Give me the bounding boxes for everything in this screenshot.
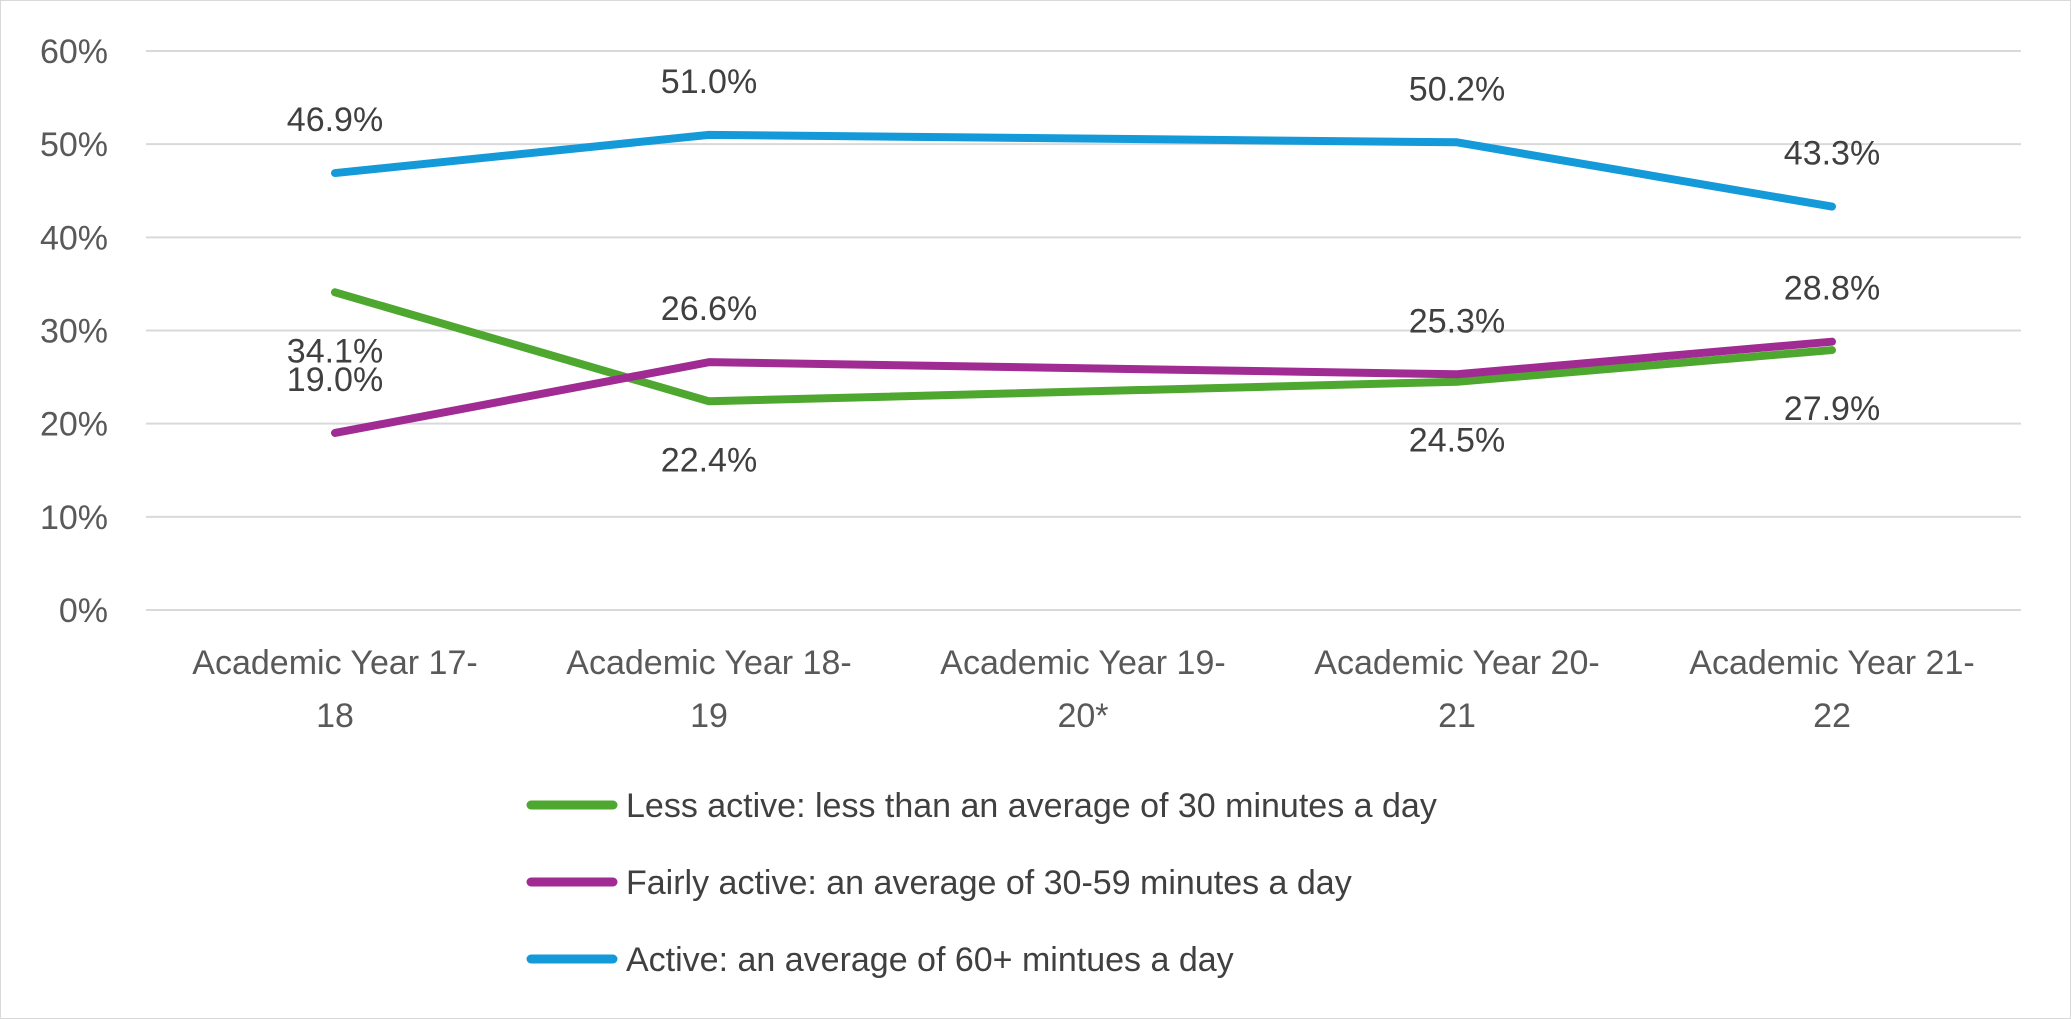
x-tick-label-line: 19 [690, 697, 728, 735]
x-tick-label: Academic Year 19- 20* [940, 644, 1225, 735]
data-labels: 34.1% 22.4% 24.5% 27.9% 19.0% 26.6% 25.3% 28.8%… [287, 63, 1880, 479]
x-tick-label: Academic Year 21- 22 [1689, 644, 1974, 735]
series-line-3 [331, 130, 1836, 211]
x-tick-label-line: 20* [1057, 697, 1108, 735]
legend-label: Active: an average of 60+ mintues a day [626, 941, 1234, 979]
y-tick-label: 40% [40, 219, 108, 257]
x-tick-label-line: Academic Year 21- [1689, 644, 1974, 682]
data-label: 25.3% [1409, 302, 1505, 340]
legend-label: Less active: less than an average of 30 … [626, 787, 1437, 825]
y-tick-label: 0% [59, 592, 108, 630]
y-tick-label: 50% [40, 126, 108, 164]
y-tick-label: 60% [40, 33, 108, 71]
series-lines [331, 130, 1836, 437]
series-line-1 [331, 288, 1836, 406]
data-label: 43.3% [1784, 135, 1880, 173]
y-tick-label: 10% [40, 499, 108, 537]
data-label: 26.6% [661, 290, 757, 328]
y-axis-tick-labels: 0% 10% 20% 30% 40% 50% 60% [40, 33, 108, 630]
x-tick-label-line: Academic Year 18- [566, 644, 851, 682]
x-tick-label: Academic Year 18- 19 [566, 644, 851, 735]
x-tick-label-line: Academic Year 17- [192, 644, 477, 682]
x-tick-label-line: 21 [1438, 697, 1476, 735]
series-line-2 [331, 337, 1836, 437]
legend: Less active: less than an average of 30 … [526, 787, 1437, 979]
data-label: 22.4% [661, 441, 757, 479]
data-label: 50.2% [1409, 70, 1505, 108]
x-tick-label-line: 18 [316, 697, 354, 735]
x-tick-label-line: Academic Year 19- [940, 644, 1225, 682]
x-tick-label: Academic Year 17- 18 [192, 644, 477, 735]
x-tick-label: Academic Year 20- 21 [1314, 644, 1599, 735]
data-label: 28.8% [1784, 270, 1880, 308]
y-tick-label: 20% [40, 406, 108, 444]
legend-label: Fairly active: an average of 30-59 minut… [626, 864, 1352, 902]
data-label: 46.9% [287, 101, 383, 139]
x-tick-label-line: Academic Year 20- [1314, 644, 1599, 682]
data-label: 24.5% [1409, 422, 1505, 460]
data-label: 27.9% [1784, 390, 1880, 428]
x-tick-label-line: 22 [1813, 697, 1851, 735]
data-label: 34.1% [287, 332, 383, 370]
y-tick-label: 30% [40, 313, 108, 351]
data-label: 19.0% [287, 361, 383, 399]
data-label: 51.0% [661, 63, 757, 101]
